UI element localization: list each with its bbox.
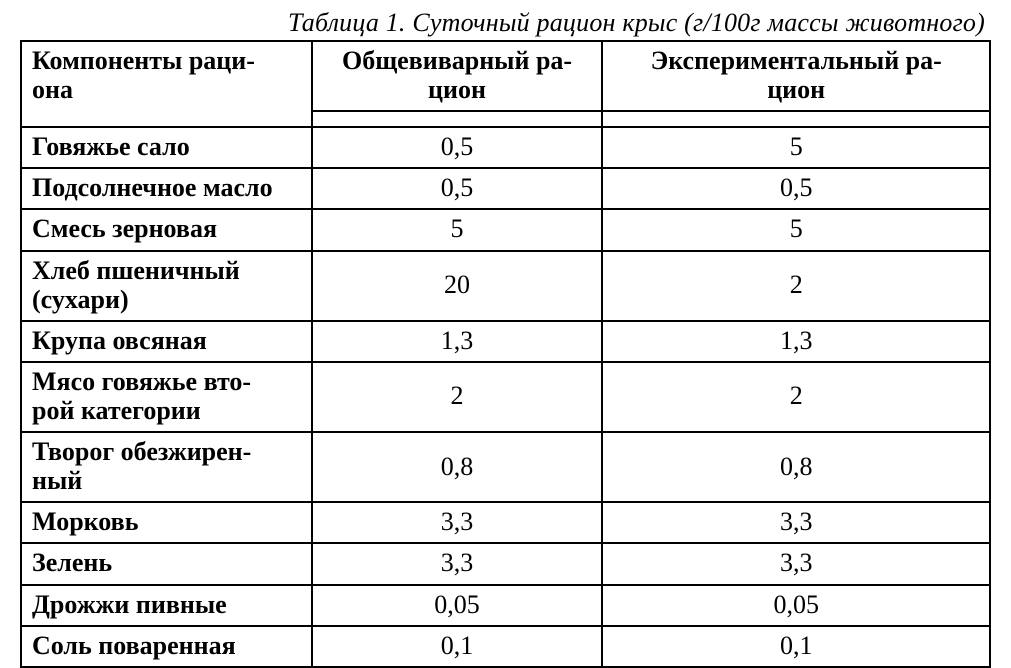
table-header-row: Компоненты раци-она Общевиварный ра-цион… [21, 41, 990, 111]
row-experimental: 0,1 [602, 626, 990, 667]
table-row: Зелень 3,3 3,3 [21, 543, 990, 584]
row-general: 0,5 [312, 127, 603, 168]
row-general: 3,3 [312, 502, 603, 543]
row-label: Дрожжи пивные [21, 585, 312, 626]
row-label: Говяжье сало [21, 127, 312, 168]
col-header-components: Компоненты раци-она [21, 41, 312, 127]
row-general: 20 [312, 251, 603, 321]
row-label: Морковь [21, 502, 312, 543]
row-label: Мясо говяжье вто-рой категории [21, 362, 312, 432]
table-caption: Таблица 1. Суточный рацион крыс (г/100г … [20, 8, 991, 38]
table-row: Говяжье сало 0,5 5 [21, 127, 990, 168]
row-general: 3,3 [312, 543, 603, 584]
row-label: Смесь зерновая [21, 209, 312, 250]
row-label: Крупа овсяная [21, 321, 312, 362]
row-general: 2 [312, 362, 603, 432]
row-experimental: 1,3 [602, 321, 990, 362]
spacer-cell [312, 111, 603, 127]
row-general: 0,5 [312, 168, 603, 209]
row-general: 1,3 [312, 321, 603, 362]
table-row: Творог обезжирен-ный 0,8 0,8 [21, 432, 990, 502]
row-experimental: 3,3 [602, 502, 990, 543]
table-row: Дрожжи пивные 0,05 0,05 [21, 585, 990, 626]
row-general: 0,1 [312, 626, 603, 667]
row-experimental: 0,8 [602, 432, 990, 502]
table-row: Смесь зерновая 5 5 [21, 209, 990, 250]
row-label: Творог обезжирен-ный [21, 432, 312, 502]
row-experimental: 0,05 [602, 585, 990, 626]
row-label: Подсолнечное масло [21, 168, 312, 209]
table-row: Крупа овсяная 1,3 1,3 [21, 321, 990, 362]
ration-table: Компоненты раци-она Общевиварный ра-цион… [20, 40, 991, 668]
col-header-experimental: Экспериментальный ра-цион [602, 41, 990, 111]
row-experimental: 5 [602, 209, 990, 250]
table-row: Соль поваренная 0,1 0,1 [21, 626, 990, 667]
spacer-cell [602, 111, 990, 127]
row-general: 0,05 [312, 585, 603, 626]
table-row: Хлеб пшеничный (сухари) 20 2 [21, 251, 990, 321]
row-experimental: 2 [602, 362, 990, 432]
row-general: 0,8 [312, 432, 603, 502]
table-body: Говяжье сало 0,5 5 Подсолнечное масло 0,… [21, 127, 990, 667]
table-row: Морковь 3,3 3,3 [21, 502, 990, 543]
row-general: 5 [312, 209, 603, 250]
row-label: Соль поваренная [21, 626, 312, 667]
col-header-general: Общевиварный ра-цион [312, 41, 603, 111]
row-experimental: 2 [602, 251, 990, 321]
row-experimental: 5 [602, 127, 990, 168]
row-label: Зелень [21, 543, 312, 584]
row-experimental: 3,3 [602, 543, 990, 584]
table-row: Подсолнечное масло 0,5 0,5 [21, 168, 990, 209]
table-row: Мясо говяжье вто-рой категории 2 2 [21, 362, 990, 432]
row-experimental: 0,5 [602, 168, 990, 209]
row-label: Хлеб пшеничный (сухари) [21, 251, 312, 321]
